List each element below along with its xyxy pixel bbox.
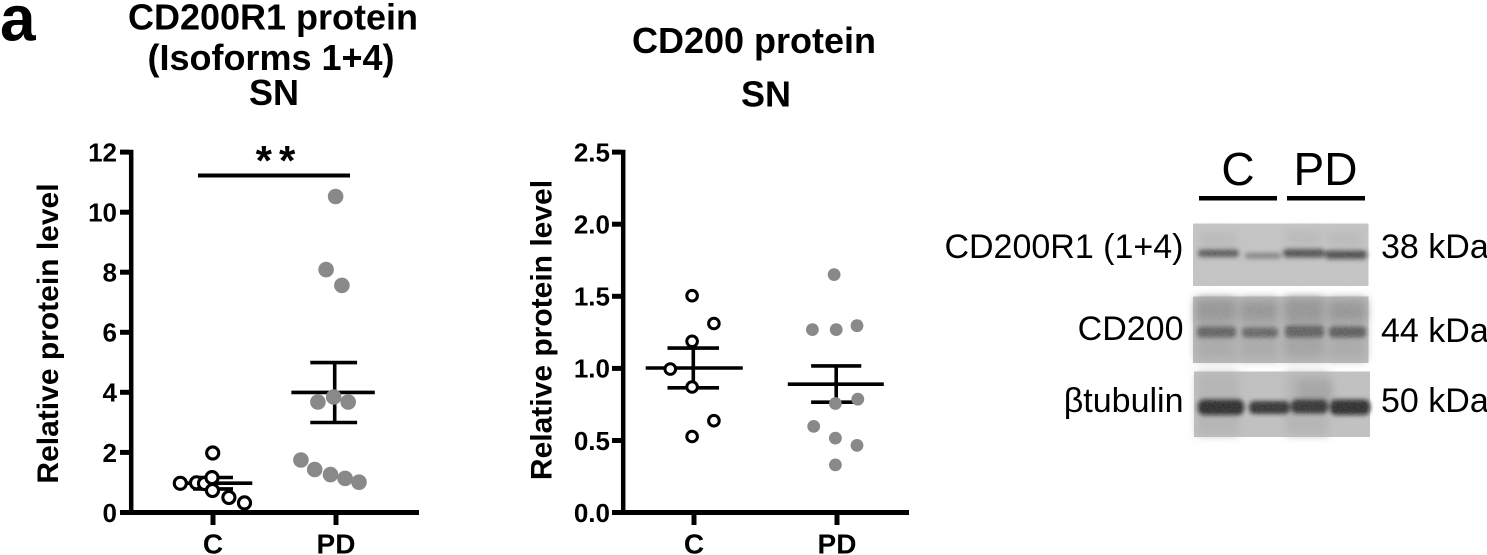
svg-text:CD200R1 (1+4): CD200R1 (1+4) xyxy=(944,228,1183,266)
svg-text:38 kDa: 38 kDa xyxy=(1381,228,1487,266)
svg-text:50 kDa: 50 kDa xyxy=(1381,382,1487,420)
svg-text:1.0: 1.0 xyxy=(574,354,610,384)
svg-text:a: a xyxy=(0,0,36,55)
svg-text:SN: SN xyxy=(741,74,791,115)
svg-text:0.0: 0.0 xyxy=(574,498,610,528)
svg-text:1.5: 1.5 xyxy=(574,282,610,312)
svg-text:SN: SN xyxy=(249,72,299,113)
svg-text:12: 12 xyxy=(88,137,117,167)
svg-text:(Isoforms 1+4): (Isoforms 1+4) xyxy=(147,37,394,78)
svg-text:Relative protein level: Relative protein level xyxy=(526,180,559,480)
svg-text:PD: PD xyxy=(1294,143,1358,195)
svg-text:PD: PD xyxy=(317,529,356,555)
svg-text:2: 2 xyxy=(103,438,117,468)
svg-text:2.0: 2.0 xyxy=(574,210,610,240)
svg-text:4: 4 xyxy=(103,378,118,408)
svg-text:2.5: 2.5 xyxy=(574,137,610,167)
svg-text:CD200 protein: CD200 protein xyxy=(632,20,876,61)
svg-text:8: 8 xyxy=(103,258,117,288)
svg-text:CD200R1 protein: CD200R1 protein xyxy=(128,0,418,38)
svg-text:0.5: 0.5 xyxy=(574,426,610,456)
svg-text:C: C xyxy=(1221,143,1254,195)
svg-text:CD200: CD200 xyxy=(1078,310,1184,348)
svg-text:C: C xyxy=(684,529,704,555)
svg-text:**: ** xyxy=(256,137,303,184)
svg-text:Relative protein level: Relative protein level xyxy=(32,183,65,483)
svg-text:βtubulin: βtubulin xyxy=(1064,382,1184,420)
svg-text:10: 10 xyxy=(88,198,117,228)
svg-text:44 kDa: 44 kDa xyxy=(1381,312,1487,350)
svg-text:6: 6 xyxy=(103,318,117,348)
svg-text:PD: PD xyxy=(818,529,857,555)
svg-text:0: 0 xyxy=(103,498,117,528)
svg-text:C: C xyxy=(203,529,223,555)
